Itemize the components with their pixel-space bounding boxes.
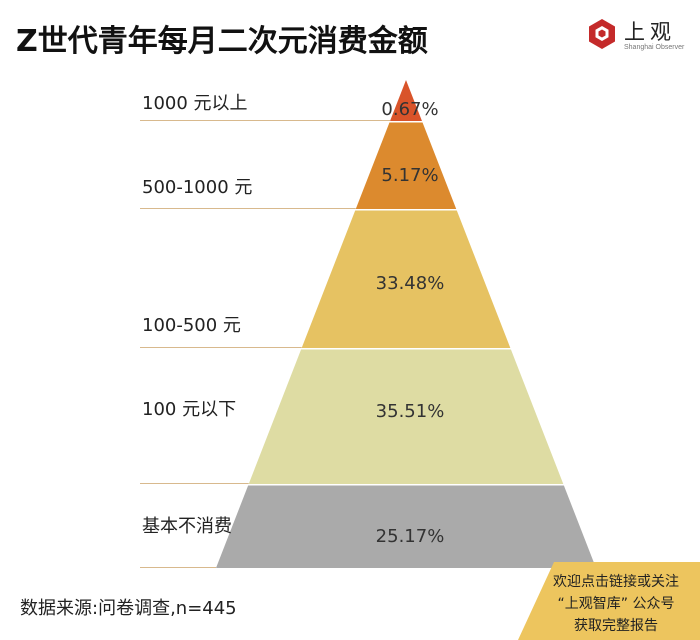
category-label: 100 元以下 <box>142 399 236 420</box>
category-label: 500-1000 元 <box>142 177 252 198</box>
data-source-note: 数据来源:问卷调查,n=445 <box>20 598 237 619</box>
pyramid-segment <box>216 485 596 568</box>
value-label: 0.67% <box>381 99 438 120</box>
chart-title: Z世代青年每月二次元消费金额 <box>16 24 428 59</box>
report-link-banner[interactable]: 欢迎点击链接或关注 “上观智库” 公众号 获取完整报告 <box>518 562 700 640</box>
category-label: 100-500 元 <box>142 315 241 336</box>
pyramid-segment <box>248 349 564 484</box>
value-label: 33.48% <box>376 273 445 294</box>
banner-background <box>518 562 700 640</box>
banner-line-2: “上观智库” 公众号 <box>557 596 675 612</box>
logo-subtitle: Shanghai Observer <box>624 44 685 51</box>
value-label: 5.17% <box>381 165 438 186</box>
pyramid-segment <box>301 210 511 348</box>
shanghai-observer-logo[interactable]: 上观 Shanghai Observer <box>586 16 696 56</box>
banner-line-3: 获取完整报告 <box>574 618 658 634</box>
category-label: 基本不消费 <box>142 516 232 537</box>
value-label: 35.51% <box>376 401 445 422</box>
category-label: 1000 元以上 <box>142 93 248 114</box>
pyramid-segment <box>355 122 457 209</box>
value-label: 25.17% <box>376 526 445 547</box>
logo-mark-icon <box>589 19 615 49</box>
pyramid-segment <box>390 80 422 121</box>
logo-name: 上观 <box>624 20 676 44</box>
banner-line-1: 欢迎点击链接或关注 <box>553 574 679 590</box>
